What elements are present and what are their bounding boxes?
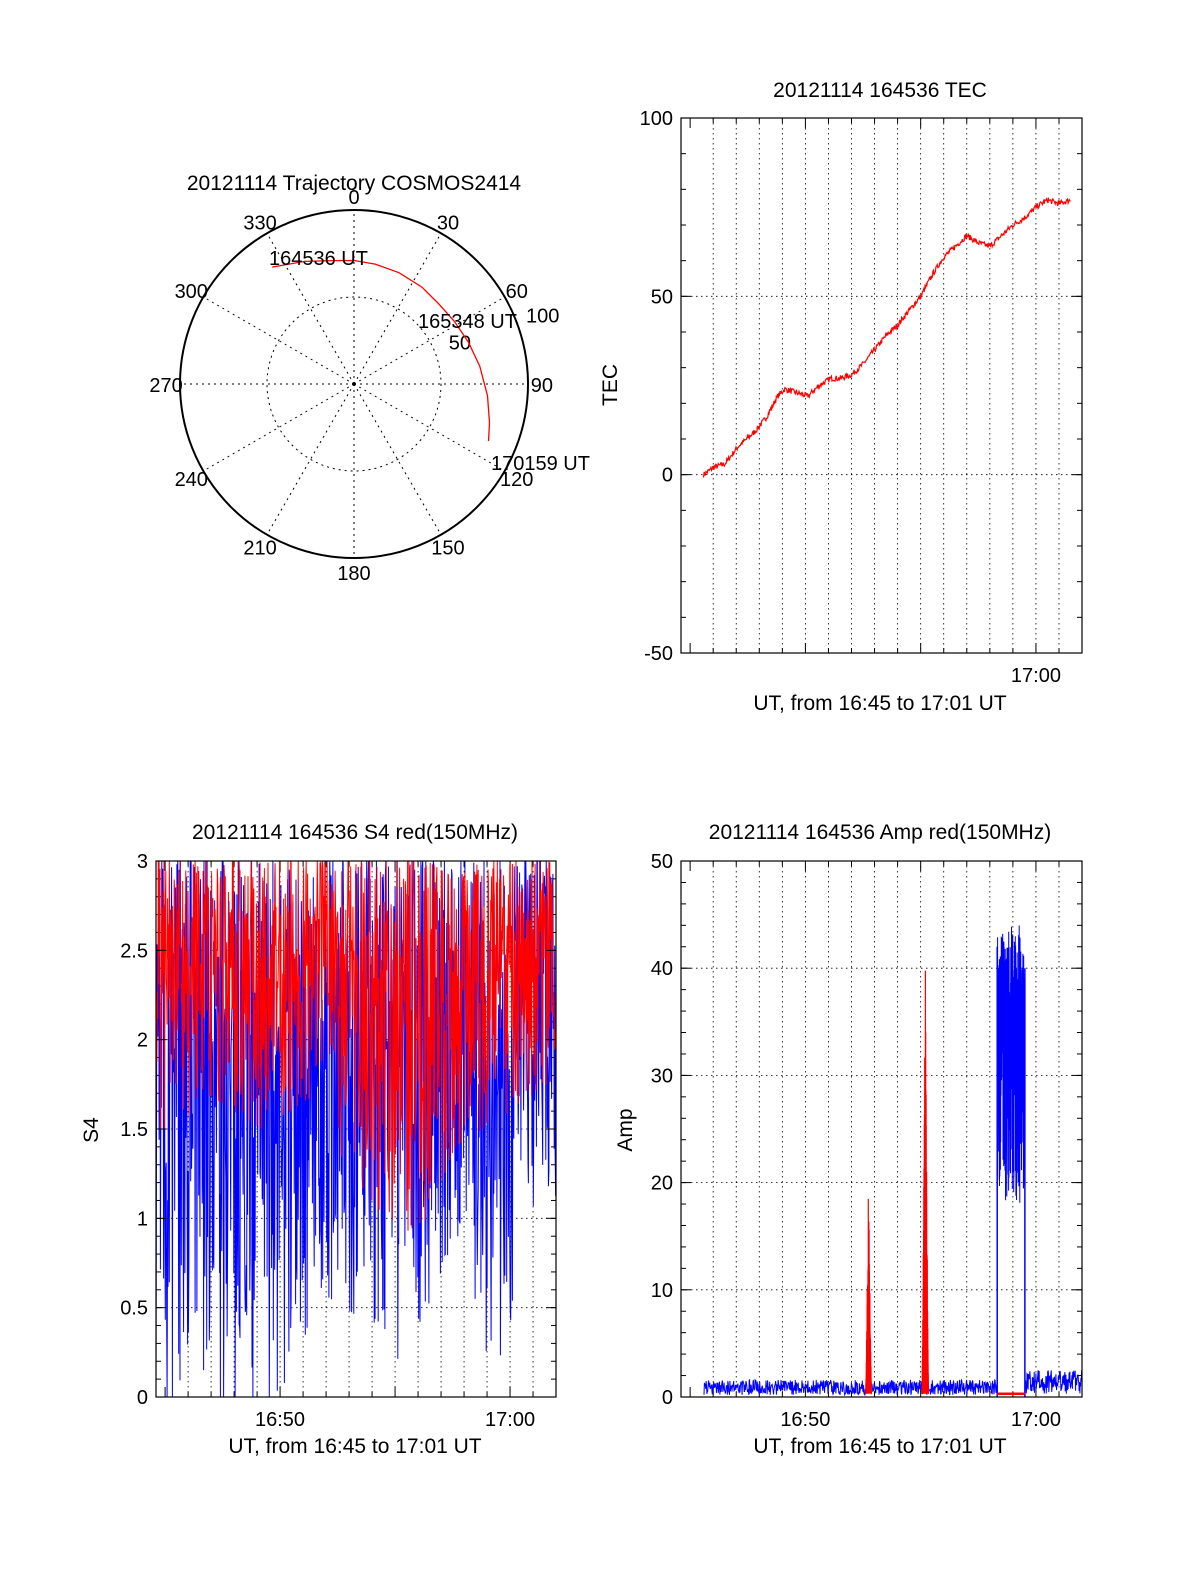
azimuth-label: 210 <box>243 538 276 560</box>
polar-title: 20121114 Trajectory COSMOS2414 <box>187 172 522 195</box>
s4-plot-frame <box>155 860 557 1398</box>
polar-spoke <box>266 233 355 385</box>
s4-red-series <box>156 861 556 1231</box>
x-tick-label: 16:50 <box>255 1409 305 1431</box>
amp-red-spike <box>921 970 930 1395</box>
azimuth-label: 300 <box>175 281 208 303</box>
s4-y-ticks: 0 0.5 1 1.5 2 2.5 3 <box>120 851 556 1409</box>
y-tick-label: 10 <box>651 1280 673 1302</box>
azimuth-label: 180 <box>337 563 370 585</box>
azimuth-label: 30 <box>437 212 459 234</box>
radial-label: 50 <box>449 333 471 355</box>
tec-x-axis-label: UT, from 16:45 to 17:01 UT <box>753 692 1006 715</box>
trajectory-line <box>272 259 491 442</box>
polar-spoke <box>353 383 505 472</box>
x-tick-label: 17:00 <box>485 1409 535 1431</box>
y-tick-label: 1 <box>137 1208 148 1230</box>
amp-x-axis-label: UT, from 16:45 to 17:01 UT <box>753 1435 1006 1458</box>
y-tick-label: 0.5 <box>120 1298 148 1320</box>
tec-plot-frame <box>680 117 1083 654</box>
azimuth-label: 330 <box>243 212 276 234</box>
amp-y-axis-label: Amp <box>614 1108 637 1151</box>
azimuth-label: 0 <box>348 187 359 209</box>
polar-ring-50 <box>266 296 442 472</box>
x-tick-label: 16:50 <box>780 1409 830 1431</box>
tec-title: 20121114 164536 TEC <box>773 79 987 102</box>
amp-chart: 20121114 164536 Amp red(150MHz) Amp UT, … <box>614 821 1083 1458</box>
tec-chart: 20121114 164536 TEC TEC UT, from 16:45 t… <box>599 79 1083 715</box>
amp-blue-burst <box>996 925 1026 1203</box>
annotation-mid-time: 165348 UT <box>418 311 517 333</box>
annotation-start-time: 164536 UT <box>269 248 368 270</box>
annotation-end-time: 170159 UT <box>491 453 590 475</box>
y-tick-label: 30 <box>651 1065 673 1087</box>
s4-x-axis-label: UT, from 16:45 to 17:01 UT <box>228 1435 481 1458</box>
y-tick-label: 100 <box>640 108 673 130</box>
amp-blue-tail <box>1024 1369 1082 1394</box>
y-tick-label: 3 <box>137 851 148 873</box>
tec-series <box>702 196 1071 478</box>
amp-red-spike <box>865 1198 873 1395</box>
y-tick-label: -50 <box>644 643 673 665</box>
s4-series <box>156 861 556 1397</box>
y-tick-label: 0 <box>137 1387 148 1409</box>
y-tick-label: 2 <box>137 1030 148 1052</box>
polar-spoke <box>353 233 442 385</box>
polar-spoke <box>353 383 442 535</box>
y-tick-label: 50 <box>651 286 673 308</box>
azimuth-label: 90 <box>531 375 553 397</box>
amp-series <box>703 925 1082 1397</box>
polar-azimuth-labels: 0 30 60 90 120 150 180 210 240 270 300 330 <box>149 187 553 585</box>
y-tick-label: 1.5 <box>120 1119 148 1141</box>
tec-line <box>702 196 1071 478</box>
polar-spoke <box>203 383 355 472</box>
azimuth-label: 270 <box>149 375 182 397</box>
y-tick-label: 2.5 <box>120 940 148 962</box>
azimuth-label: 150 <box>431 538 464 560</box>
azimuth-label: 120 <box>500 469 533 491</box>
y-tick-label: 0 <box>662 465 673 487</box>
tec-x-ticks: 17:00 <box>1011 665 1061 687</box>
trajectory-polar-chart: 20121114 Trajectory COSMOS2414 0 30 60 90 12… <box>149 172 590 585</box>
y-tick-label: 0 <box>662 1387 673 1409</box>
radial-label: 100 <box>526 306 559 328</box>
amp-plot-frame <box>680 860 1083 1398</box>
polar-spoke <box>353 296 505 385</box>
polar-spoke <box>266 383 355 535</box>
polar-spoke <box>203 296 355 385</box>
polar-outer-ring <box>179 209 529 559</box>
amp-blue-baseline <box>703 1378 998 1397</box>
s4-x-ticks: 16:50 17:00 <box>255 1409 535 1431</box>
x-tick-label: 17:00 <box>1011 665 1061 687</box>
trajectory-series <box>272 259 491 442</box>
y-tick-label: 20 <box>651 1173 673 1195</box>
tec-grid <box>681 117 1082 654</box>
azimuth-label: 60 <box>506 281 528 303</box>
tec-y-axis-label: TEC <box>599 364 622 406</box>
azimuth-label: 240 <box>175 469 208 491</box>
polar-grid <box>179 209 529 559</box>
x-tick-label: 17:00 <box>1011 1409 1061 1431</box>
s4-y-axis-label: S4 <box>80 1117 103 1143</box>
s4-title: 20121114 164536 S4 red(150MHz) <box>192 821 518 844</box>
amp-x-ticks: 16:50 17:00 <box>780 1409 1061 1431</box>
s4-chart: 20121114 164536 S4 red(150MHz) S4 UT, fr… <box>80 821 557 1458</box>
y-tick-label: 40 <box>651 958 673 980</box>
amp-title: 20121114 164536 Amp red(150MHz) <box>709 821 1051 844</box>
y-tick-label: 50 <box>651 851 673 873</box>
